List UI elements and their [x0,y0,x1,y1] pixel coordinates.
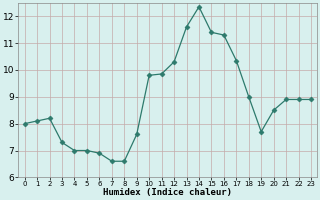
X-axis label: Humidex (Indice chaleur): Humidex (Indice chaleur) [103,188,232,197]
